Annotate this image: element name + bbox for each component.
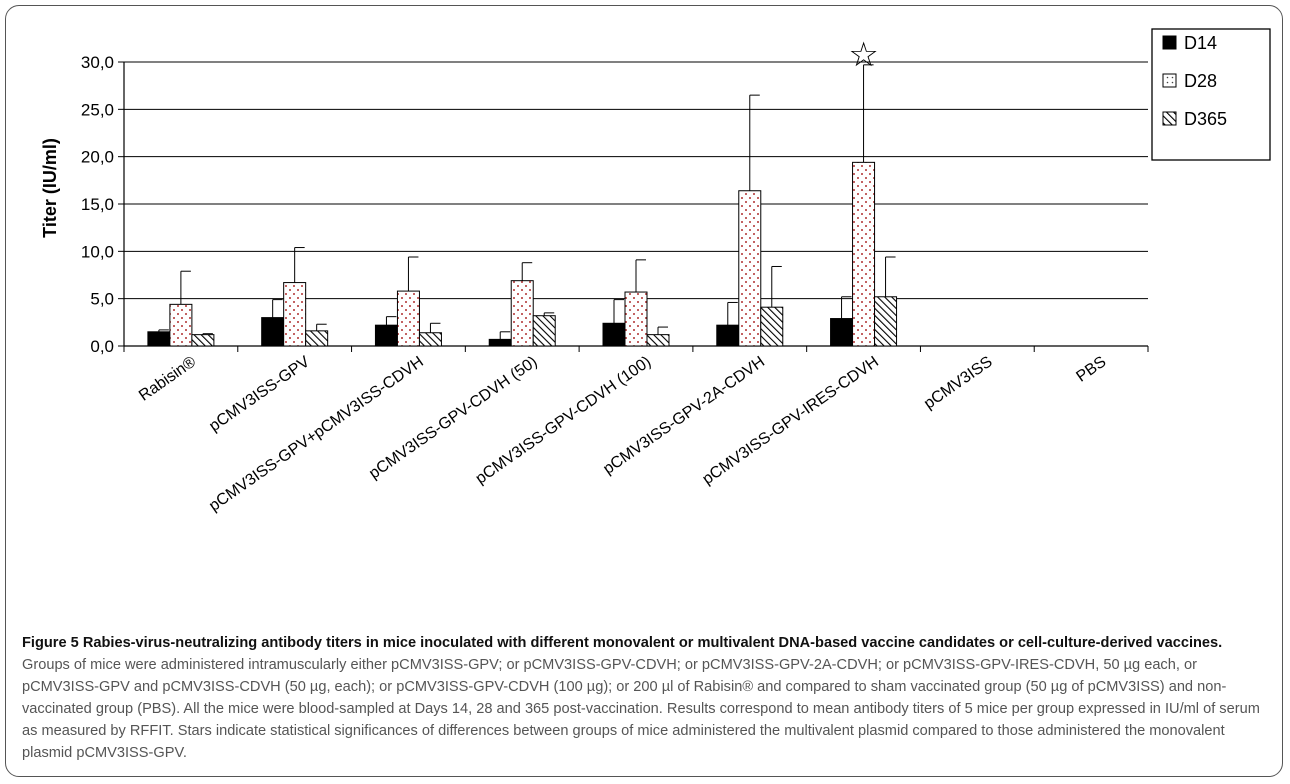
bar-D28-0 <box>169 303 193 347</box>
bar-D28-2 <box>396 290 420 347</box>
legend-swatch-D365 <box>1162 111 1177 126</box>
bar-D14-4 <box>602 322 626 347</box>
bar-D14-1 <box>261 317 285 347</box>
bars <box>147 161 898 347</box>
caption-label: Figure 5 <box>22 635 79 651</box>
x-category-label: Rabisin® <box>136 353 199 404</box>
caption-title: Rabies-virus-neutralizing antibody titer… <box>82 635 1223 651</box>
x-category-label: pCMV3ISS-GPV-CDVH (100) <box>473 353 655 487</box>
y-tick-label: 15,0 <box>81 195 114 214</box>
legend: D14 D28 D365 <box>1151 28 1271 161</box>
bar-D14-6 <box>830 318 854 347</box>
bar-D14-3 <box>488 338 512 347</box>
star-annotation: ☆ <box>848 35 878 75</box>
bar-D14-5 <box>716 324 740 347</box>
x-category-label: pCMV3ISS-GPV+pCMV3ISS-CDVH <box>206 353 427 515</box>
legend-label-D28: D28 <box>1184 71 1217 91</box>
bar-D28-1 <box>283 282 307 347</box>
x-category-label: pCMV3ISS-GPV-IRES-CDVH <box>699 353 881 488</box>
bar-D28-4 <box>624 291 648 347</box>
bar-D28-3 <box>510 280 534 347</box>
y-tick-label: 20,0 <box>81 148 114 167</box>
legend-swatch-D14 <box>1162 35 1177 50</box>
y-tick-label: 25,0 <box>81 100 114 119</box>
y-axis-title: Titer (IU/ml) <box>40 138 60 238</box>
x-category-label: pCMV3ISS-GPV <box>206 353 313 435</box>
y-tick-label: 5,0 <box>90 290 114 309</box>
error-bars <box>158 64 896 340</box>
y-tick-label: 10,0 <box>81 242 114 261</box>
legend-swatch-D28 <box>1162 73 1177 88</box>
bar-D28-6 <box>852 161 876 347</box>
bar-D365-2 <box>418 332 442 347</box>
bar-D28-5 <box>738 190 762 347</box>
caption-body: Groups of mice were administered intramu… <box>22 657 1260 761</box>
x-category-label: pCMV3ISS <box>921 353 996 412</box>
figure-caption: Figure 5 Rabies-virus-neutralizing antib… <box>22 632 1270 764</box>
y-tick-label: 30,0 <box>81 53 114 72</box>
bar-D14-0 <box>147 331 171 347</box>
bar-D14-2 <box>374 324 398 347</box>
bar-D365-1 <box>305 330 329 347</box>
figure-frame <box>5 5 1283 777</box>
legend-box <box>1151 28 1271 161</box>
x-category-label: PBS <box>1073 353 1109 385</box>
bar-D365-4 <box>646 334 670 347</box>
bar-D365-6 <box>874 296 898 347</box>
legend-label-D365: D365 <box>1184 109 1227 129</box>
bar-D365-0 <box>191 334 215 347</box>
y-tick-label: 0,0 <box>90 337 114 356</box>
bar-D365-3 <box>532 315 556 347</box>
bar-D365-5 <box>760 306 784 347</box>
legend-label-D14: D14 <box>1184 33 1217 53</box>
